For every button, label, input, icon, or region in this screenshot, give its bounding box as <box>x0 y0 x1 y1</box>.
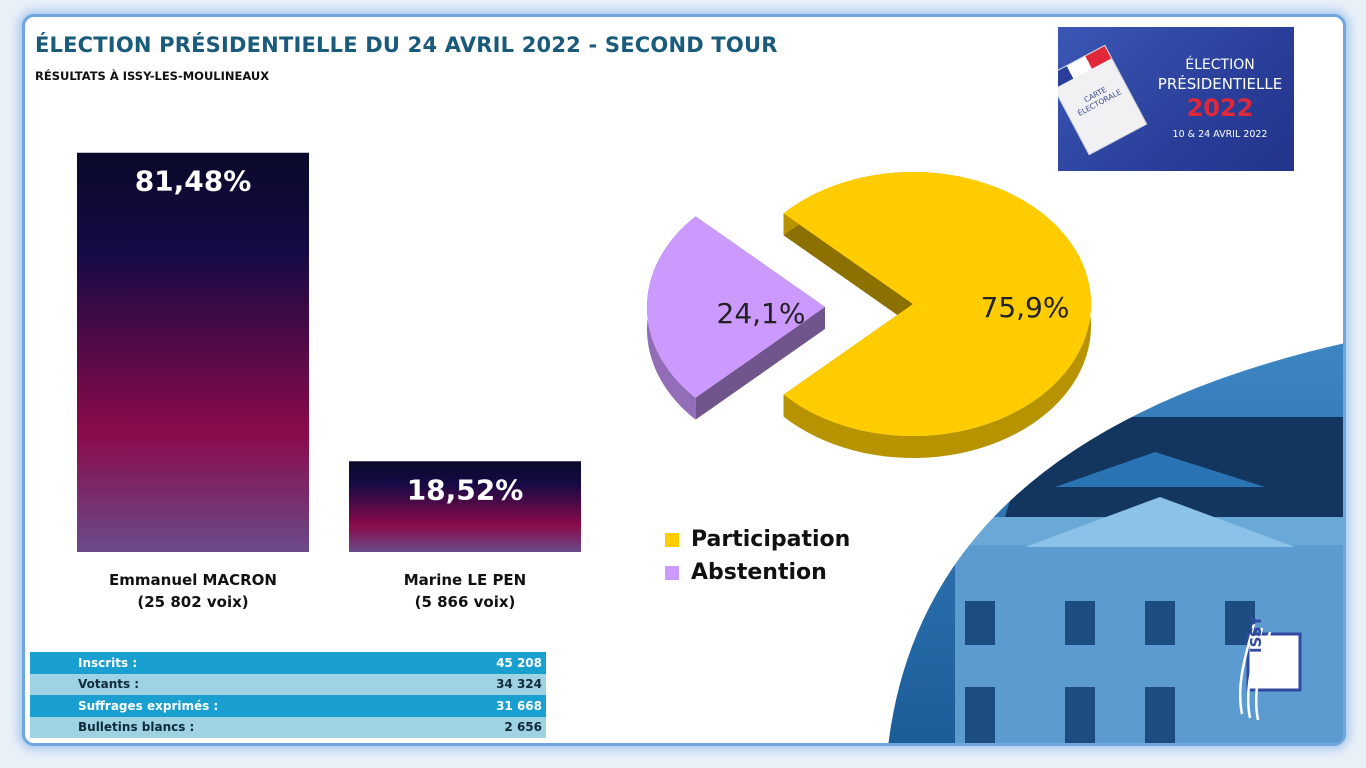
bar-chart: 81,48% 18,52% <box>77 152 581 553</box>
logo-line1: ÉLECTION <box>1185 57 1255 73</box>
page-subtitle: RÉSULTATS À ISSY-LES-MOULINEAUX <box>35 69 270 83</box>
pie-value-label: 75,9% <box>981 291 1070 324</box>
stat-label: Inscrits : <box>78 655 138 670</box>
pie-chart: 75,9% 24,1% <box>647 172 1091 458</box>
stat-label: Suffrages exprimés : <box>78 698 219 713</box>
town-hall-photo <box>885 340 1343 743</box>
bar-macron <box>77 152 309 553</box>
legend-swatch <box>665 532 679 547</box>
stat-label: Bulletins blancs : <box>78 720 195 735</box>
slide-frame: ÉLECTION PRÉSIDENTIELLE DU 24 AVRIL 2022… <box>22 14 1346 746</box>
stat-row-blancs: Bulletins blancs : 2 656 <box>30 716 546 738</box>
stat-value: 2 656 <box>504 720 542 735</box>
pie-legend: Participation Abstention <box>665 523 850 589</box>
candidate-label-macron: Emmanuel MACRON (25 802 voix) <box>77 569 309 613</box>
bar-le-pen <box>349 461 581 552</box>
stat-row-inscrits: Inscrits : 45 208 <box>30 652 546 674</box>
candidate-votes: (25 802 voix) <box>137 593 249 611</box>
legend-label: Abstention <box>691 560 827 585</box>
pie-value-label: 24,1% <box>717 297 806 330</box>
stat-row-suffrages: Suffrages exprimés : 31 668 <box>30 695 546 717</box>
pie-slice-participation <box>783 172 1091 458</box>
stat-value: 45 208 <box>496 655 542 670</box>
pie-slice-abstention <box>647 216 825 420</box>
election-logo: CARTE ÉLECTORALE ÉLECTION PRÉSIDENTIELLE… <box>1058 27 1294 171</box>
logo-year: 2022 <box>1186 94 1254 122</box>
issy-logo-text: ISSY <box>1247 615 1265 653</box>
stat-row-votants: Votants : 34 324 <box>30 673 546 695</box>
issy-logo-icon <box>1238 623 1302 721</box>
legend-swatch <box>665 565 679 580</box>
candidate-name: Emmanuel MACRON <box>109 571 277 589</box>
legend-label: Participation <box>691 527 851 552</box>
stat-value: 31 668 <box>496 698 542 713</box>
stat-label: Votants : <box>78 677 140 692</box>
bar-value-label: 18,52% <box>407 473 524 506</box>
stats-table: Inscrits : 45 208 Votants : 34 324 Suffr… <box>30 652 546 738</box>
bar-value-label: 81,48% <box>135 165 252 198</box>
logo-dates: 10 & 24 AVRIL 2022 <box>1172 129 1268 140</box>
candidate-votes: (5 866 voix) <box>414 593 516 611</box>
legend-item-participation: Participation <box>665 523 850 556</box>
candidate-label-le-pen: Marine LE PEN (5 866 voix) <box>349 569 581 613</box>
candidate-name: Marine LE PEN <box>403 571 527 589</box>
logo-line2: PRÉSIDENTIELLE <box>1157 75 1283 93</box>
page-title: ÉLECTION PRÉSIDENTIELLE DU 24 AVRIL 2022… <box>35 33 778 57</box>
legend-item-abstention: Abstention <box>665 556 850 589</box>
stat-value: 34 324 <box>496 677 542 692</box>
